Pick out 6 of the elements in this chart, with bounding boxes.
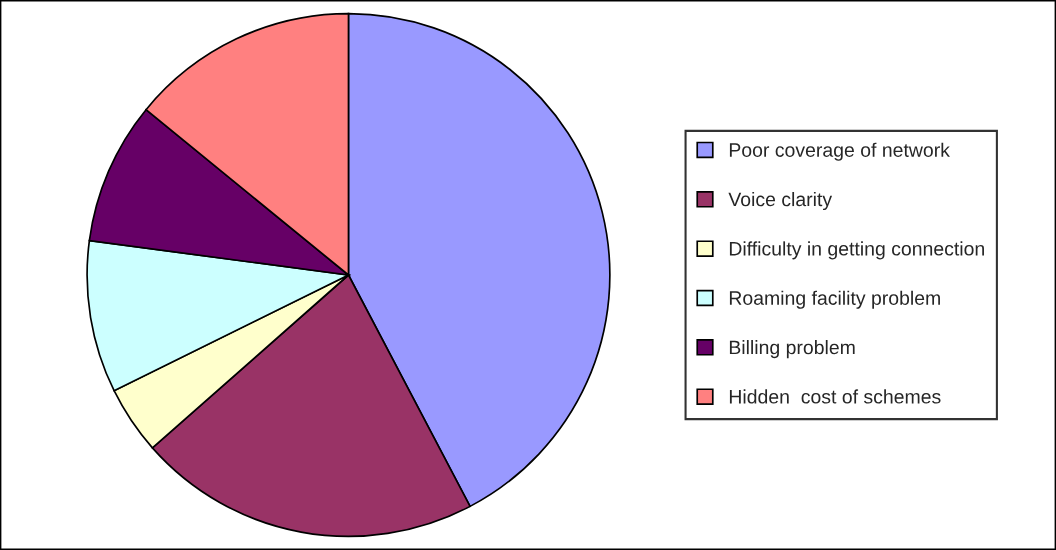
legend-label: Voice clarity	[728, 191, 833, 211]
legend-label: Billing problem	[729, 340, 855, 359]
legend-label: Roaming facility problem	[729, 290, 940, 309]
legend-label: Difficulty in getting connection	[729, 241, 984, 260]
legend-label: Hidden cost of schemes	[729, 389, 941, 404]
legend-label: Poor coverage of network	[729, 142, 950, 161]
